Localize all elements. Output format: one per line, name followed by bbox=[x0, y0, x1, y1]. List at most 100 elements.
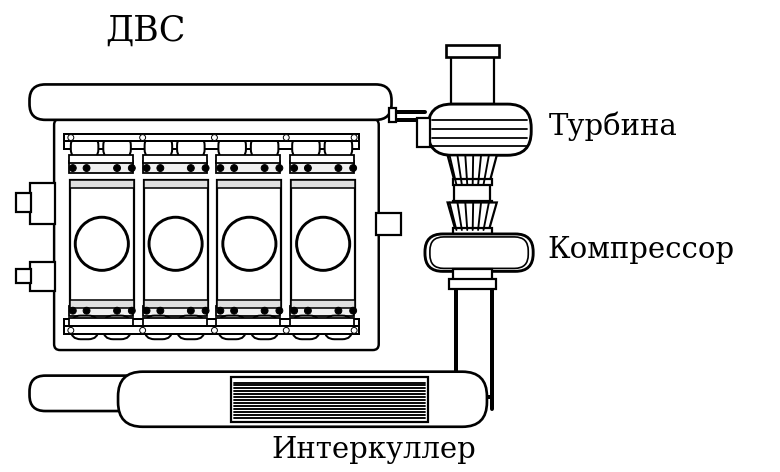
Bar bbox=[452, 201, 492, 206]
Circle shape bbox=[351, 328, 357, 333]
Circle shape bbox=[304, 307, 311, 314]
Bar bbox=[16, 193, 31, 212]
Circle shape bbox=[83, 165, 90, 171]
Bar bbox=[70, 180, 134, 308]
Circle shape bbox=[283, 328, 289, 333]
Bar bbox=[70, 300, 134, 308]
FancyBboxPatch shape bbox=[292, 316, 320, 339]
Circle shape bbox=[69, 307, 76, 314]
Bar bbox=[64, 319, 359, 327]
Circle shape bbox=[291, 307, 298, 314]
Bar bbox=[64, 134, 359, 142]
Circle shape bbox=[261, 307, 268, 314]
Circle shape bbox=[202, 165, 209, 171]
Circle shape bbox=[187, 165, 194, 171]
Bar bbox=[143, 306, 207, 316]
FancyBboxPatch shape bbox=[430, 237, 528, 269]
FancyBboxPatch shape bbox=[30, 84, 392, 120]
Bar bbox=[452, 228, 492, 236]
FancyBboxPatch shape bbox=[218, 135, 246, 159]
FancyBboxPatch shape bbox=[177, 135, 204, 159]
Circle shape bbox=[231, 307, 238, 314]
Circle shape bbox=[83, 307, 90, 314]
Circle shape bbox=[157, 165, 164, 171]
Bar bbox=[143, 155, 207, 163]
Circle shape bbox=[140, 328, 146, 333]
Circle shape bbox=[283, 135, 289, 141]
Bar bbox=[218, 180, 282, 308]
Text: Турбина: Турбина bbox=[549, 111, 678, 141]
Bar bbox=[218, 300, 282, 308]
Bar bbox=[216, 155, 280, 163]
Circle shape bbox=[75, 217, 129, 270]
Bar bbox=[69, 161, 133, 173]
Bar bbox=[30, 261, 55, 291]
Polygon shape bbox=[448, 202, 497, 230]
Circle shape bbox=[144, 165, 150, 171]
Bar bbox=[216, 306, 280, 316]
Bar bbox=[64, 142, 359, 149]
FancyBboxPatch shape bbox=[103, 135, 131, 159]
Circle shape bbox=[217, 307, 224, 314]
Circle shape bbox=[349, 307, 356, 314]
Bar bbox=[69, 155, 133, 163]
Bar bbox=[143, 161, 207, 173]
Circle shape bbox=[335, 307, 342, 314]
Circle shape bbox=[304, 165, 311, 171]
Circle shape bbox=[140, 135, 146, 141]
Circle shape bbox=[211, 135, 218, 141]
Bar bbox=[216, 161, 280, 173]
Text: ДВС: ДВС bbox=[105, 13, 186, 47]
Bar bbox=[16, 270, 31, 283]
Circle shape bbox=[296, 217, 349, 270]
Bar bbox=[290, 318, 354, 328]
Bar bbox=[445, 45, 498, 57]
Bar bbox=[291, 180, 355, 308]
FancyBboxPatch shape bbox=[251, 135, 278, 159]
FancyBboxPatch shape bbox=[144, 135, 172, 159]
FancyBboxPatch shape bbox=[324, 316, 353, 339]
FancyBboxPatch shape bbox=[103, 316, 131, 339]
Bar bbox=[451, 55, 494, 104]
Circle shape bbox=[69, 165, 76, 171]
Circle shape bbox=[144, 307, 150, 314]
Circle shape bbox=[114, 165, 120, 171]
Circle shape bbox=[223, 217, 276, 270]
Bar bbox=[291, 300, 355, 308]
Circle shape bbox=[217, 165, 224, 171]
Text: Компрессор: Компрессор bbox=[547, 236, 734, 264]
Bar bbox=[291, 180, 355, 188]
Circle shape bbox=[261, 165, 268, 171]
FancyBboxPatch shape bbox=[30, 376, 392, 411]
FancyBboxPatch shape bbox=[71, 135, 98, 159]
Circle shape bbox=[351, 135, 357, 141]
Bar bbox=[69, 318, 133, 328]
Circle shape bbox=[202, 307, 209, 314]
FancyBboxPatch shape bbox=[144, 316, 172, 339]
Bar bbox=[69, 306, 133, 316]
Bar bbox=[376, 213, 402, 235]
Bar bbox=[417, 118, 430, 147]
FancyBboxPatch shape bbox=[292, 135, 320, 159]
Circle shape bbox=[68, 135, 74, 141]
FancyBboxPatch shape bbox=[177, 316, 204, 339]
Bar bbox=[290, 306, 354, 316]
FancyBboxPatch shape bbox=[251, 316, 278, 339]
Circle shape bbox=[335, 165, 342, 171]
Circle shape bbox=[291, 165, 298, 171]
Bar bbox=[452, 270, 492, 281]
FancyBboxPatch shape bbox=[428, 104, 531, 155]
Bar bbox=[452, 179, 492, 185]
Circle shape bbox=[149, 217, 202, 270]
Bar bbox=[218, 180, 282, 188]
Circle shape bbox=[114, 307, 120, 314]
Bar bbox=[216, 318, 280, 328]
Bar bbox=[290, 161, 354, 173]
Bar bbox=[70, 180, 134, 188]
FancyBboxPatch shape bbox=[324, 135, 353, 159]
Bar bbox=[30, 183, 55, 224]
Bar bbox=[388, 108, 396, 122]
Bar bbox=[290, 155, 354, 163]
Bar bbox=[455, 183, 490, 202]
FancyBboxPatch shape bbox=[54, 119, 379, 350]
